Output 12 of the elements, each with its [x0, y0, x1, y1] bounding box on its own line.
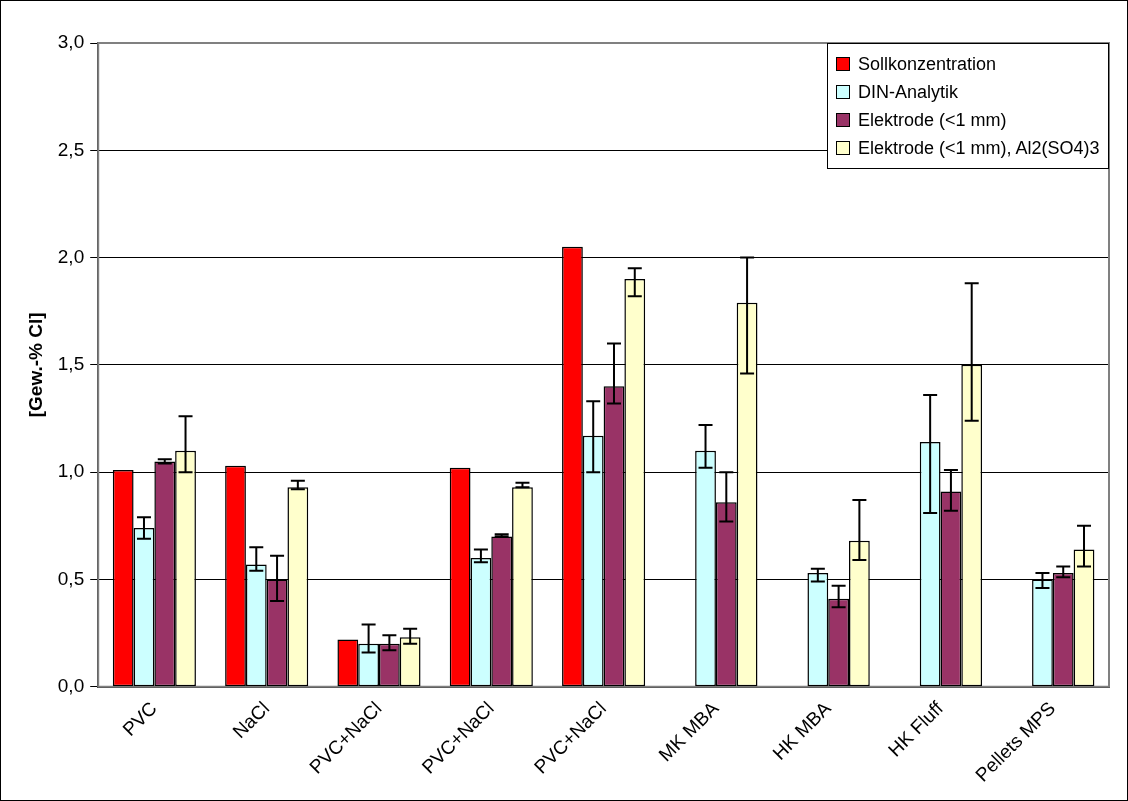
- legend-label: Elektrode (<1 mm), Al2(SO4)3: [858, 137, 1100, 159]
- y-axis-title: [Gew.-% Cl]: [24, 312, 46, 418]
- y-tick-label: 1,0: [57, 460, 85, 482]
- y-tick-label: 3,0: [57, 31, 85, 53]
- legend-label: Elektrode (<1 mm): [858, 109, 1007, 131]
- y-tick-label: 1,5: [57, 353, 85, 375]
- legend-label: Sollkonzentration: [858, 53, 997, 75]
- legend-label: DIN-Analytik: [858, 81, 959, 103]
- y-tick-label: 2,5: [57, 138, 85, 160]
- y-tick-label: 2,0: [57, 245, 85, 267]
- y-tick-label: 0,5: [57, 567, 85, 589]
- y-tick-label: 0,0: [57, 674, 85, 696]
